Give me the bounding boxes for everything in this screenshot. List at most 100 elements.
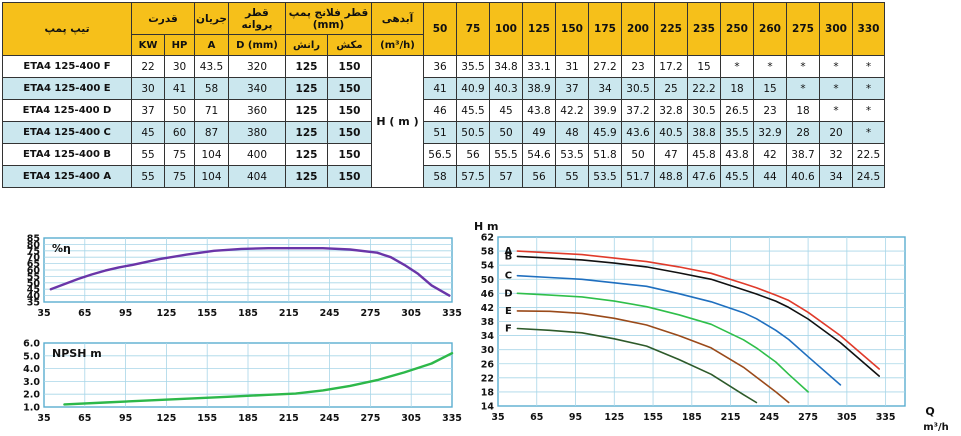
head-x-tick: 155 (643, 412, 663, 423)
npsh-x-tick: 125 (156, 413, 176, 424)
head-x-tick: 245 (759, 412, 779, 423)
flow-point-header: 125 (522, 2, 556, 56)
npsh-x-tick: 65 (78, 413, 91, 424)
efficiency-x-tick: 95 (119, 308, 132, 319)
efficiency-y-tick: 35 (27, 298, 40, 309)
npsh-x-tick: 35 (37, 413, 50, 424)
amp-cell: 87 (194, 121, 229, 144)
impeller-cell: 400 (228, 143, 286, 166)
head-value-cell: * (819, 55, 853, 78)
npsh-series-line (63, 352, 454, 406)
efficiency-x-tick: 35 (37, 308, 50, 319)
head-value-cell: 42 (753, 143, 787, 166)
suction-cell: 150 (327, 165, 372, 188)
hp-cell: 41 (164, 77, 195, 100)
head-value-cell: 45.9 (588, 121, 622, 144)
head-value-cell: 22.5 (852, 143, 885, 166)
efficiency-y-tick: 45 (27, 285, 40, 296)
head-value-cell: 53.5 (588, 165, 622, 188)
efficiency-y-tick: 55 (27, 272, 40, 283)
head-series-label: E (505, 306, 512, 317)
flow-point-header: 200 (621, 2, 655, 56)
flow-point-header: 100 (489, 2, 523, 56)
head-series-line (516, 255, 881, 377)
npsh-y-tick: 4.0 (23, 364, 40, 375)
table-row: ETA4 125-400 A 55 75 104 404 125 150 58 57.5 57 56… (2, 165, 885, 188)
efficiency-y-tick: 40 (27, 291, 41, 302)
flow-point-header: 330 (852, 2, 885, 56)
head-value-cell: * (753, 55, 787, 78)
head-value-cell: 50 (489, 121, 523, 144)
npsh-x-tick: 335 (442, 413, 462, 424)
suction-cell: 150 (327, 99, 372, 122)
discharge-cell: 125 (285, 165, 328, 188)
head-series-label: A (505, 246, 513, 257)
header-flow-unit: (m³/h) (371, 34, 424, 56)
head-value-cell: 15 (687, 55, 721, 78)
efficiency-x-tick: 65 (78, 308, 91, 319)
kw-cell: 55 (131, 143, 165, 166)
head-series-label: C (505, 271, 512, 282)
flow-point-header: 275 (786, 2, 820, 56)
npsh-x-tick: 275 (360, 413, 380, 424)
head-value-cell: 51.8 (588, 143, 622, 166)
head-y-tick: 46 (481, 289, 495, 300)
head-series-line (516, 274, 842, 386)
npsh-x-tick: 185 (238, 413, 258, 424)
efficiency-y-tick: 50 (27, 278, 41, 289)
head-x-tick: 125 (604, 412, 624, 423)
head-x-tick: 275 (798, 412, 818, 423)
npsh-y-tick: 2.0 (23, 390, 40, 401)
head-value-cell: 50 (621, 143, 655, 166)
header-flange: قطر فلانج پمپ (mm) (285, 2, 372, 35)
head-value-cell: 45.8 (687, 143, 721, 166)
head-xlabel-unit: m³/h (923, 422, 949, 433)
head-value-cell: 53.5 (555, 143, 589, 166)
efficiency-x-tick: 335 (442, 308, 462, 319)
hp-cell: 50 (164, 99, 195, 122)
head-value-cell: 55 (555, 165, 589, 188)
head-x-tick: 95 (569, 412, 582, 423)
amp-cell: 43.5 (194, 55, 229, 78)
table-row: ETA4 125-400 F 22 30 43.5 320 125 150 H ( m ) 36… (2, 55, 885, 188)
flow-point-header: 235 (687, 2, 721, 56)
head-value-cell: 55.5 (489, 143, 523, 166)
head-value-cell: 56 (456, 143, 490, 166)
npsh-y-tick: 5.0 (23, 351, 40, 362)
head-x-tick: 335 (876, 412, 896, 423)
head-series-label: F (505, 324, 512, 335)
head-value-cell: 40.6 (786, 165, 820, 188)
head-value-cell: * (819, 99, 853, 122)
head-x-tick: 185 (682, 412, 702, 423)
head-value-cell: 40.3 (489, 77, 523, 100)
head-value-cell: 43.8 (720, 143, 754, 166)
efficiency-x-tick: 275 (360, 308, 380, 319)
head-value-cell: 35.5 (456, 55, 490, 78)
efficiency-x-tick: 185 (238, 308, 258, 319)
head-value-cell: 31 (555, 55, 589, 78)
header-discharge: رانش (285, 34, 328, 56)
efficiency-x-tick: 215 (279, 308, 299, 319)
head-value-cell: 25 (654, 77, 688, 100)
impeller-cell: 320 (228, 55, 286, 78)
head-x-tick: 35 (491, 412, 504, 423)
head-value-cell: 30.5 (687, 99, 721, 122)
head-value-cell: 35.5 (720, 121, 754, 144)
hp-cell: 30 (164, 55, 195, 78)
suction-cell: 150 (327, 77, 372, 100)
head-y-tick: 30 (481, 345, 495, 356)
flow-point-header: 225 (654, 2, 688, 56)
header-flow: آبدهی (371, 2, 424, 35)
head-x-tick: 65 (530, 412, 543, 423)
table-row: ETA4 125-400 B 55 75 104 400 125 150 56.5 56 55.5… (2, 143, 885, 166)
head-y-tick: 38 (481, 317, 495, 328)
head-series-line (516, 310, 790, 404)
pump-spec-table: تیپ پمپ قدرت جریان قطر پروانه قطر فلانج … (2, 2, 885, 188)
head-value-cell: 57 (489, 165, 523, 188)
head-value-cell: 56.5 (423, 143, 457, 166)
efficiency-x-tick: 155 (197, 308, 217, 319)
head-series-label: B (505, 251, 513, 262)
impeller-cell: 340 (228, 77, 286, 100)
head-value-cell: 34.8 (489, 55, 523, 78)
efficiency-x-tick: 305 (401, 308, 421, 319)
